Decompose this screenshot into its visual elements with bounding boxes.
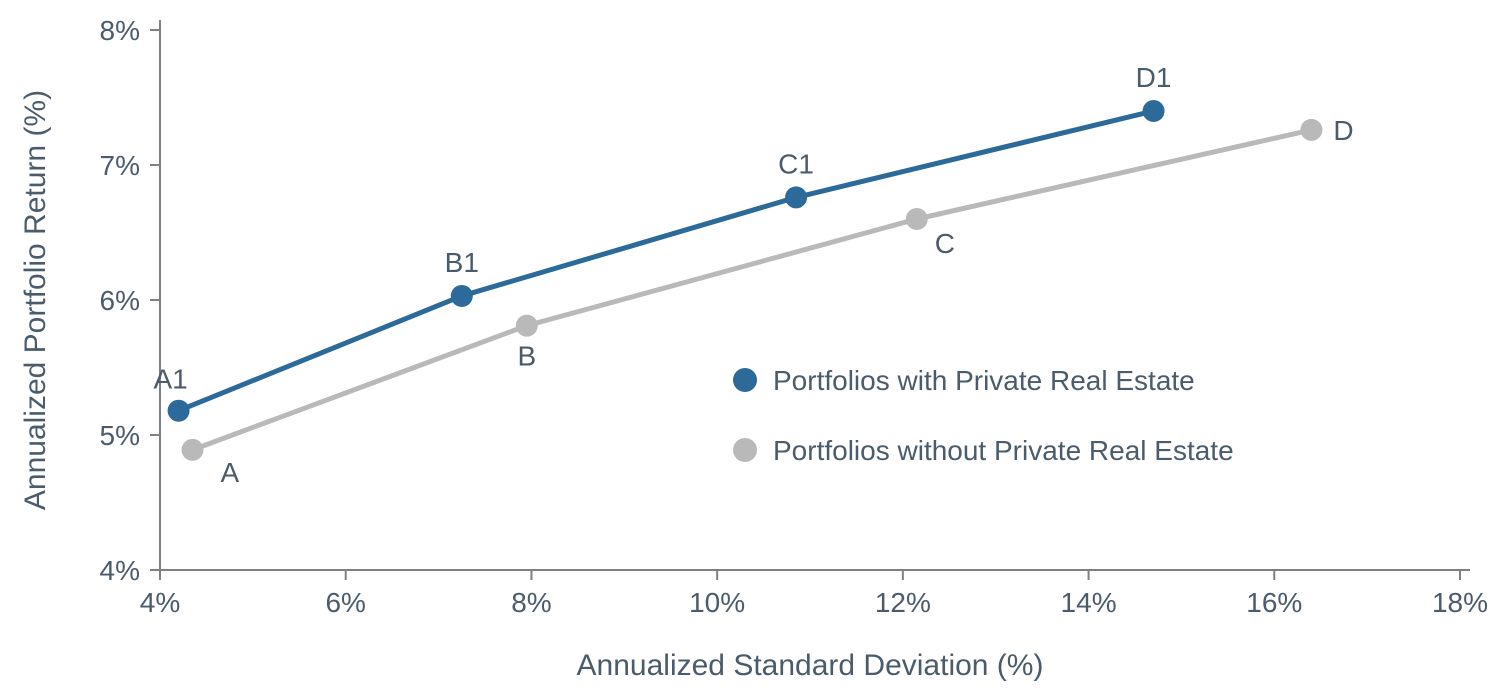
x-tick-label: 12% <box>875 587 931 618</box>
x-tick-label: 14% <box>1061 587 1117 618</box>
y-tick-label: 4% <box>100 555 140 586</box>
y-tick-label: 8% <box>100 15 140 46</box>
x-tick-label: 4% <box>140 587 180 618</box>
point-label: D <box>1333 115 1353 146</box>
legend-label: Portfolios without Private Real Estate <box>773 435 1234 466</box>
legend-marker <box>733 368 757 392</box>
y-tick-label: 7% <box>100 150 140 181</box>
data-point <box>785 186 807 208</box>
point-label: A1 <box>153 364 187 395</box>
x-axis-title: Annualized Standard Deviation (%) <box>577 649 1044 682</box>
data-point <box>182 439 204 461</box>
data-point <box>168 400 190 422</box>
legend-label: Portfolios with Private Real Estate <box>773 365 1195 396</box>
y-tick-label: 6% <box>100 285 140 316</box>
point-label: C <box>935 228 955 259</box>
x-tick-label: 18% <box>1432 587 1488 618</box>
portfolio-return-chart: 4% 6% 8% 10% 12% 14% 16% 18% 4% 5% 6% 7% 8% Annualize… <box>0 0 1500 698</box>
y-axis-title: Annualized Portfolio Return (%) <box>19 90 52 510</box>
x-tick-label: 8% <box>511 587 551 618</box>
point-label: B1 <box>445 247 479 278</box>
x-tick-label: 16% <box>1246 587 1302 618</box>
chart-svg: 4% 6% 8% 10% 12% 14% 16% 18% 4% 5% 6% 7% 8% Annualize… <box>0 0 1500 698</box>
point-label: C1 <box>778 148 814 179</box>
legend-marker <box>733 438 757 462</box>
data-point <box>1300 119 1322 141</box>
x-tick-label: 6% <box>325 587 365 618</box>
data-point <box>1143 100 1165 122</box>
point-label: B <box>517 341 536 372</box>
point-label: D1 <box>1136 62 1172 93</box>
point-label: A <box>221 457 240 488</box>
data-point <box>906 208 928 230</box>
x-tick-label: 10% <box>689 587 745 618</box>
data-point <box>451 285 473 307</box>
data-point <box>516 315 538 337</box>
y-tick-label: 5% <box>100 420 140 451</box>
